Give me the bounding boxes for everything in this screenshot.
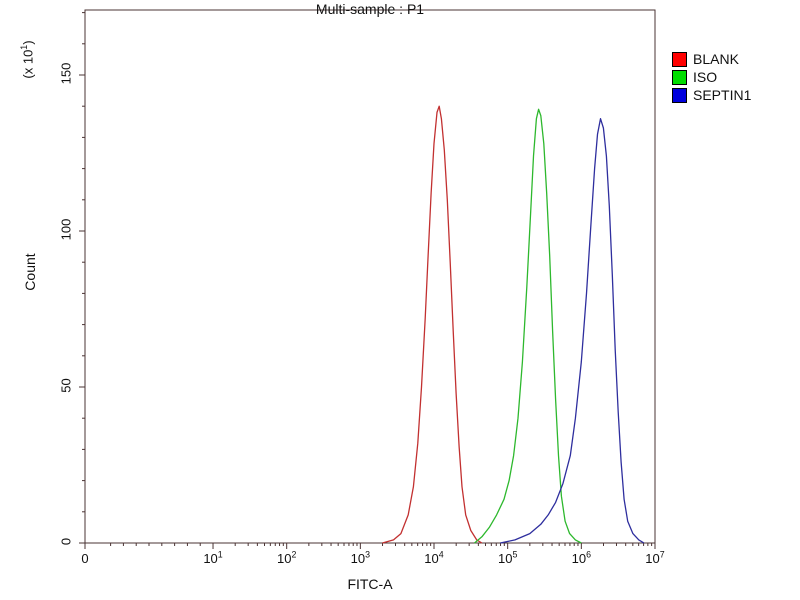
legend-label: SEPTIN1 xyxy=(693,87,752,103)
x-tick-label: 103 xyxy=(350,549,371,566)
x-tick-label: 0 xyxy=(81,551,89,566)
y-axis-multiplier: (x 101) xyxy=(19,40,36,79)
legend-item-septin1: SEPTIN1 xyxy=(672,86,751,104)
x-tick-label: 106 xyxy=(571,549,592,566)
legend-item-iso: ISO xyxy=(672,68,751,86)
x-tick-label: 104 xyxy=(424,549,444,566)
y-tick-label: 100 xyxy=(58,218,74,241)
legend-swatch-blank xyxy=(672,51,687,67)
legend-label: ISO xyxy=(693,69,718,85)
x-tick-label: 105 xyxy=(497,549,518,566)
y-tick-label: 50 xyxy=(58,378,74,393)
x-tick-label: 102 xyxy=(276,549,297,566)
legend-item-blank: BLANK xyxy=(672,50,751,68)
series-curve-iso xyxy=(474,108,582,544)
legend-swatch-iso xyxy=(672,69,687,85)
y-tick-label: 150 xyxy=(58,62,74,85)
x-tick-label: 107 xyxy=(645,549,665,566)
y-axis-title: Count xyxy=(22,253,38,291)
series-curve-septin1 xyxy=(500,118,645,544)
legend-swatch-septin1 xyxy=(672,87,687,103)
chart-title: Multi-sample : P1 xyxy=(315,1,425,17)
series-curve-blank xyxy=(382,105,483,544)
legend: BLANK ISO SEPTIN1 xyxy=(672,50,751,104)
x-tick-label: 101 xyxy=(203,549,223,566)
x-axis-title: FITC-A xyxy=(347,576,393,592)
plot-frame xyxy=(84,9,656,544)
legend-label: BLANK xyxy=(693,51,739,67)
